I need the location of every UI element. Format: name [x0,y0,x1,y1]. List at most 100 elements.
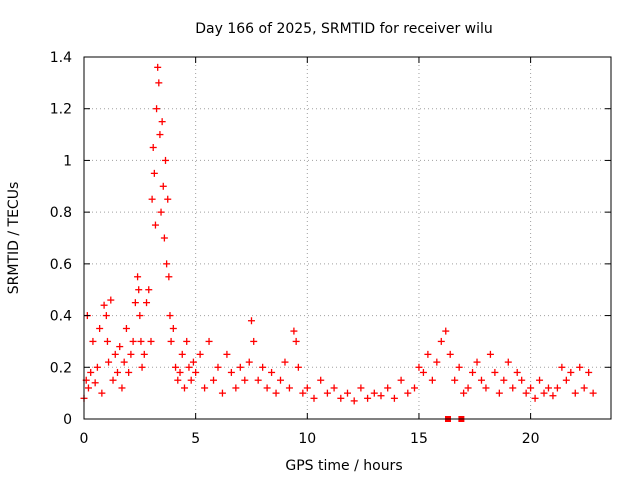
data-point [93,363,101,371]
x-tick-label: 0 [80,431,89,447]
data-point [451,376,459,384]
data-point [303,384,311,392]
data-point [364,394,372,402]
data-point [147,337,155,345]
data-point [464,384,472,392]
data-point [134,273,142,281]
x-axis-label: GPS time / hours [285,458,402,474]
data-point [272,389,280,397]
data-point [148,195,156,203]
data-point [281,358,289,366]
data-point [232,384,240,392]
data-point [350,397,358,405]
data-point [187,376,195,384]
data-point [390,394,398,402]
data-point [469,368,477,376]
y-tick-label: 1.2 [50,102,72,118]
data-point [263,384,271,392]
data-point [210,376,218,384]
data-point [185,363,193,371]
data-point [509,384,517,392]
data-point [259,363,267,371]
data-point [567,368,575,376]
data-point [153,105,161,113]
data-point [241,376,249,384]
data-point [102,312,110,320]
x-tick-label: 15 [410,431,428,447]
data-point [91,379,99,387]
data-point [167,337,175,345]
data-point [527,384,535,392]
data-point [397,376,405,384]
data-point [482,384,490,392]
data-point [107,296,115,304]
data-point [174,376,182,384]
y-tick-label: 0.6 [50,257,72,273]
data-point [156,131,164,139]
data-point [164,195,172,203]
data-point [84,384,92,392]
data-point [285,384,293,392]
data-point [558,363,566,371]
data-point [131,299,139,307]
axis-ticks [83,56,611,420]
data-point [183,337,191,345]
data-point [158,118,166,126]
data-point [536,376,544,384]
data-point [137,337,145,345]
y-tick-label: 0.4 [50,309,72,325]
data-point [310,394,318,402]
data-point [455,363,463,371]
data-point [223,350,231,358]
data-point [113,368,121,376]
data-point [140,350,148,358]
x-tick-label: 20 [522,431,540,447]
data-point [419,368,427,376]
data-point [236,363,244,371]
data-point [585,368,593,376]
data-point [323,389,331,397]
data-point [370,389,378,397]
data-point [245,358,253,366]
data-point [247,317,255,325]
data-point [330,384,338,392]
y-axis-label: SRMTID / TECUs [6,182,22,295]
data-point [433,358,441,366]
data-point [473,358,481,366]
y-tick-label: 0.8 [50,205,72,221]
y-tick-label: 1 [63,153,72,169]
data-point [105,358,113,366]
data-point [294,363,302,371]
y-tick-label: 0.2 [50,360,72,376]
data-point [491,368,499,376]
data-point [589,389,597,397]
data-point [196,350,204,358]
data-point [136,312,144,320]
data-point [163,260,171,268]
data-point [446,350,454,358]
data-point [87,368,95,376]
data-point [424,350,432,358]
data-point [553,384,561,392]
data-point [100,301,108,309]
x-tick-label: 5 [191,431,200,447]
data-point [580,384,588,392]
data-point [155,79,163,87]
data-point [111,350,119,358]
data-point [166,312,174,320]
data-point [178,350,186,358]
data-point [162,156,170,164]
data-point [344,389,351,397]
data-point [544,384,552,392]
data-point [189,358,197,366]
data-point [540,389,548,397]
data-point [135,286,143,294]
data-point [254,376,262,384]
data-point [151,221,159,229]
data-point [504,358,512,366]
data-point [165,273,173,281]
data-point [120,358,128,366]
data-point [477,376,485,384]
grid-lines [84,57,611,419]
data-point [513,368,521,376]
